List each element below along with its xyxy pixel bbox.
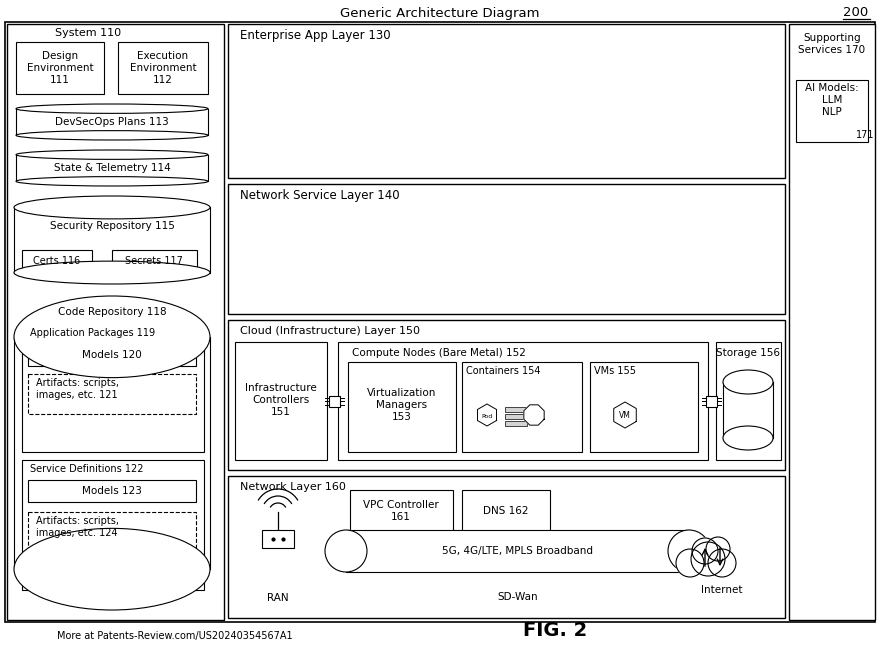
Text: Pod: Pod (481, 413, 493, 419)
Ellipse shape (723, 426, 773, 450)
Bar (462, 490, 550, 532)
Bar (505, 414, 527, 419)
Text: Network Service Layer 140: Network Service Layer 140 (240, 190, 400, 203)
Circle shape (691, 542, 725, 576)
Text: Artifacts: scripts,
images, etc. 121: Artifacts: scripts, images, etc. 121 (36, 378, 119, 400)
Text: System 110: System 110 (55, 28, 121, 38)
Text: Models 123: Models 123 (82, 486, 142, 496)
Text: Security Repository 115: Security Repository 115 (49, 221, 174, 231)
Bar (590, 362, 698, 452)
Bar (228, 24, 785, 178)
Bar (118, 42, 208, 94)
Text: Service Definitions 122: Service Definitions 122 (30, 464, 143, 474)
Bar (228, 320, 785, 470)
Bar (262, 530, 294, 548)
Ellipse shape (16, 150, 208, 159)
Text: VMs 155: VMs 155 (594, 366, 636, 376)
Bar (22, 460, 204, 590)
Bar (716, 342, 781, 460)
Ellipse shape (14, 529, 210, 610)
Bar (789, 24, 875, 620)
Circle shape (692, 538, 718, 564)
Bar (796, 80, 868, 142)
Ellipse shape (16, 177, 208, 186)
Text: Internet: Internet (701, 585, 743, 595)
Bar (338, 342, 708, 460)
Text: Compute Nodes (Bare Metal) 152: Compute Nodes (Bare Metal) 152 (352, 348, 526, 358)
Text: 200: 200 (843, 6, 869, 19)
Bar (505, 421, 527, 426)
Text: DevSecOps Plans 113: DevSecOps Plans 113 (55, 117, 169, 127)
Text: Code Repository 118: Code Repository 118 (58, 307, 166, 317)
Polygon shape (524, 405, 544, 425)
Text: VM: VM (619, 411, 631, 421)
Text: DNS 162: DNS 162 (483, 506, 529, 516)
Text: 171: 171 (856, 130, 875, 140)
Text: Cloud (Infrastructure) Layer 150: Cloud (Infrastructure) Layer 150 (240, 326, 420, 336)
Bar (505, 407, 527, 412)
Text: Storage 156: Storage 156 (716, 348, 780, 358)
Text: Containers 154: Containers 154 (466, 366, 540, 376)
Bar (28, 344, 196, 366)
Bar (462, 362, 582, 452)
Bar (328, 395, 340, 406)
Text: Supporting
Services 170: Supporting Services 170 (798, 33, 866, 55)
Bar (228, 184, 785, 314)
Text: Models 120: Models 120 (82, 350, 142, 360)
Bar (16, 42, 104, 94)
Ellipse shape (723, 370, 773, 394)
Text: AI Models:
LLM
NLP: AI Models: LLM NLP (805, 83, 859, 116)
Ellipse shape (14, 196, 210, 219)
Bar (22, 250, 92, 272)
Bar (348, 362, 456, 452)
Text: More at Patents-Review.com/US20240354567A1: More at Patents-Review.com/US20240354567… (57, 631, 293, 641)
Bar (235, 342, 327, 460)
Text: Certs 116: Certs 116 (33, 256, 81, 266)
Bar (228, 476, 785, 618)
Circle shape (706, 537, 730, 561)
Ellipse shape (668, 530, 710, 572)
Bar (350, 490, 453, 532)
Bar (112, 250, 197, 272)
Circle shape (676, 549, 704, 577)
Text: 5G, 4G/LTE, MPLS Broadband: 5G, 4G/LTE, MPLS Broadband (443, 546, 593, 556)
Ellipse shape (14, 261, 210, 284)
Text: Generic Architecture Diagram: Generic Architecture Diagram (341, 6, 539, 19)
Text: State & Telemetry 114: State & Telemetry 114 (54, 163, 171, 173)
Text: SD-Wan: SD-Wan (498, 592, 539, 602)
Text: Virtualization
Managers
153: Virtualization Managers 153 (367, 388, 436, 422)
Bar (28, 512, 196, 552)
Ellipse shape (325, 530, 367, 572)
Text: Application Packages 119: Application Packages 119 (30, 328, 155, 338)
Text: RAN: RAN (268, 593, 289, 603)
Ellipse shape (16, 104, 208, 113)
Bar (7, 24, 224, 620)
Text: FIG. 2: FIG. 2 (523, 622, 587, 641)
Bar (346, 530, 689, 572)
Text: VPC Controller
161: VPC Controller 161 (363, 500, 439, 521)
Bar (22, 324, 204, 452)
Text: Secrets 117: Secrets 117 (125, 256, 183, 266)
Text: Execution
Environment
112: Execution Environment 112 (129, 51, 196, 85)
Bar (706, 395, 716, 406)
Text: Infrastructure
Controllers
151: Infrastructure Controllers 151 (246, 384, 317, 417)
Text: Design
Environment
111: Design Environment 111 (26, 51, 93, 85)
Text: Enterprise App Layer 130: Enterprise App Layer 130 (240, 30, 391, 43)
Text: Artifacts: scripts,
images, etc. 124: Artifacts: scripts, images, etc. 124 (36, 516, 119, 538)
Circle shape (708, 549, 736, 577)
Bar (28, 374, 196, 414)
Ellipse shape (16, 131, 208, 140)
Bar (28, 480, 196, 502)
Text: Network Layer 160: Network Layer 160 (240, 482, 346, 492)
Ellipse shape (14, 296, 210, 378)
